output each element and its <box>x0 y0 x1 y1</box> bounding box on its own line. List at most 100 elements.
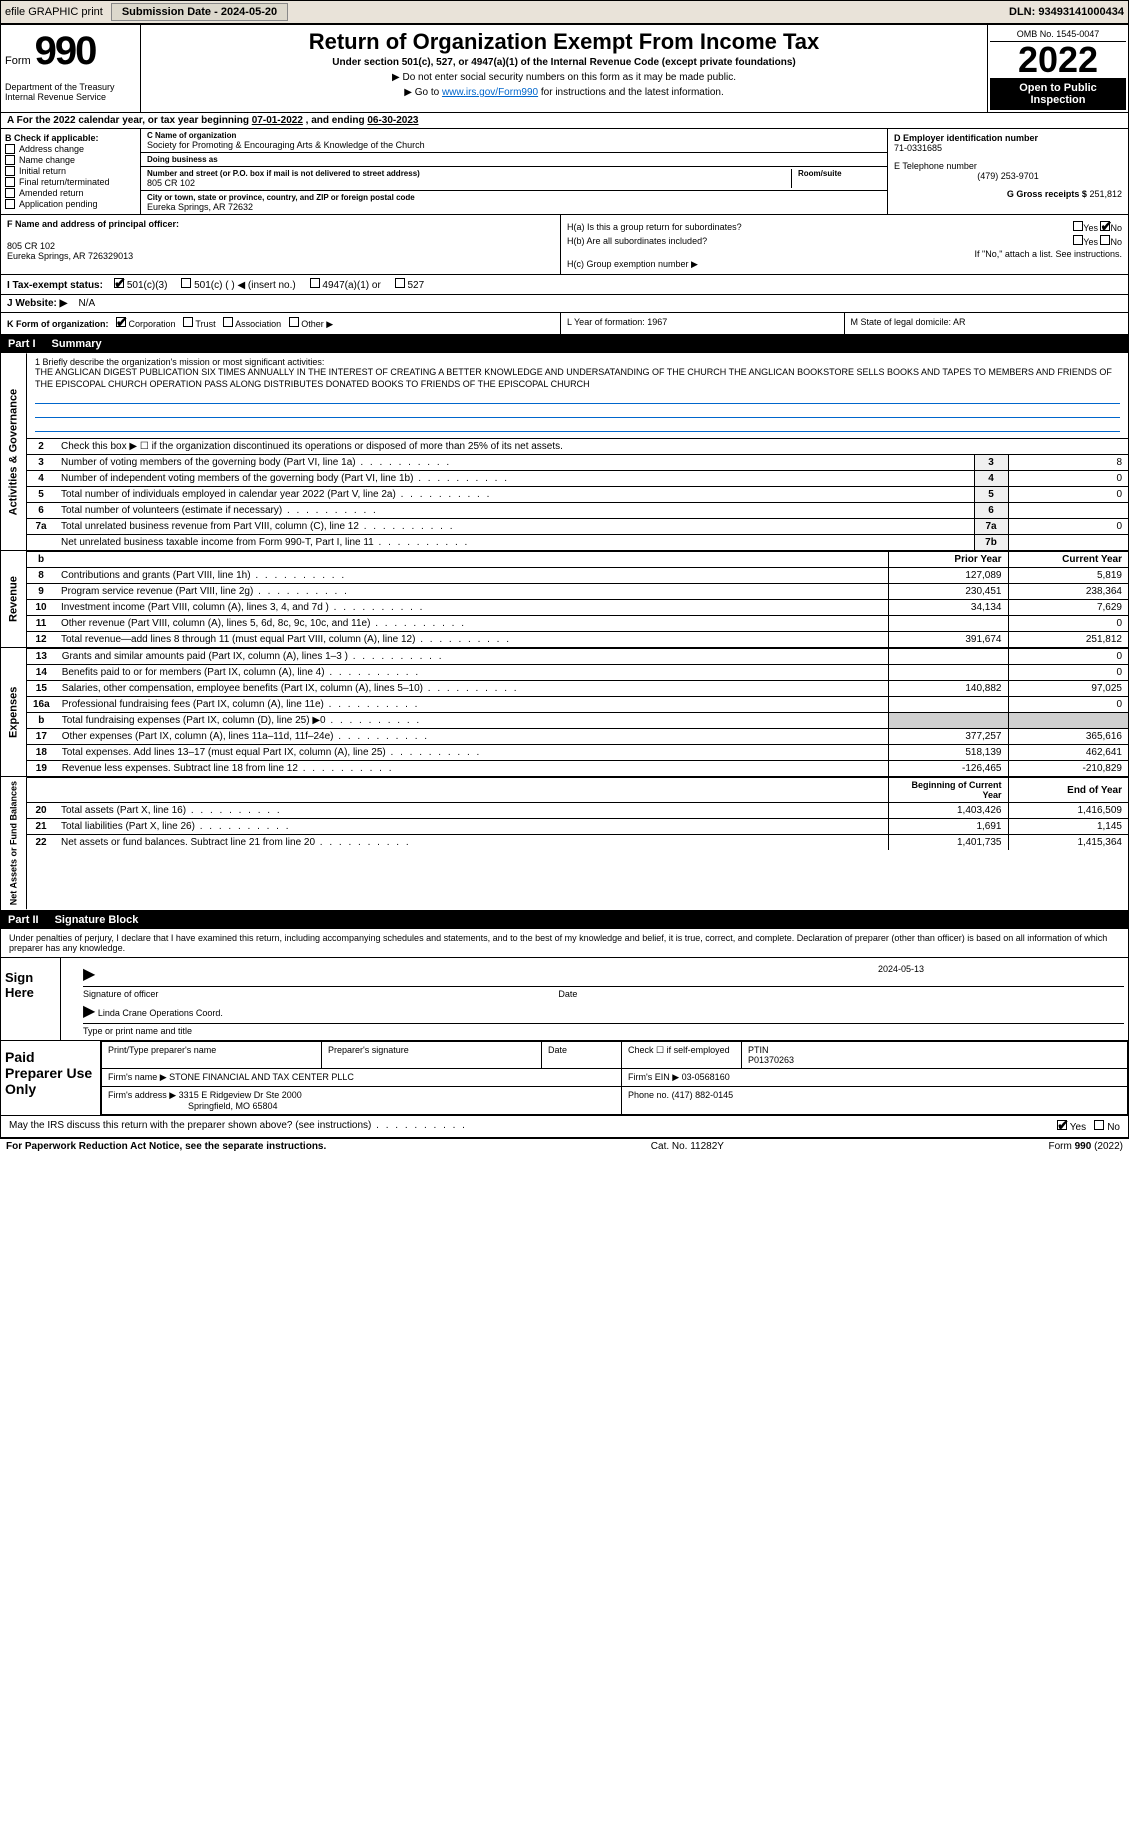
sig-officer-label: Signature of officer <box>83 989 158 999</box>
block-f: F Name and address of principal officer:… <box>1 215 561 274</box>
line-2-text: Check this box ▶ ☐ if the organization d… <box>55 439 1128 455</box>
hb-yes-checkbox[interactable] <box>1073 235 1083 245</box>
ptin-label: PTIN <box>748 1045 1121 1055</box>
table-row: 14Benefits paid to or for members (Part … <box>27 665 1128 681</box>
d-value: 71-0331685 <box>894 143 1122 153</box>
block-f-h: F Name and address of principal officer:… <box>0 215 1129 275</box>
firm-name-label: Firm's name ▶ <box>108 1072 167 1082</box>
k-opt1: Trust <box>195 319 215 329</box>
ha-yes-checkbox[interactable] <box>1073 221 1083 231</box>
discuss-no-checkbox[interactable] <box>1094 1120 1104 1130</box>
k-assoc-checkbox[interactable] <box>223 317 233 327</box>
side-net-assets: Net Assets or Fund Balances <box>1 777 27 909</box>
discuss-yes-checkbox[interactable]: ✔ <box>1057 1120 1067 1130</box>
department-label: Department of the Treasury Internal Reve… <box>5 82 136 102</box>
k-opt0: Corporation <box>129 319 176 329</box>
block-b-checkboxes: B Check if applicable: Address changeNam… <box>1 129 141 214</box>
table-row: 17Other expenses (Part IX, column (A), l… <box>27 729 1128 745</box>
signature-block: Under penalties of perjury, I declare th… <box>0 929 1129 1138</box>
i-4947-checkbox[interactable] <box>310 278 320 288</box>
street-value: 805 CR 102 <box>147 178 791 188</box>
side-activities: Activities & Governance <box>1 353 27 550</box>
open-to-public-badge: Open to Public Inspection <box>990 78 1126 110</box>
period-mid: , and ending <box>306 115 368 126</box>
room-label: Room/suite <box>798 169 881 178</box>
net-col-end: End of Year <box>1008 778 1128 803</box>
firm-addr-label: Firm's address ▶ <box>108 1090 176 1100</box>
k-opt3: Other ▶ <box>301 319 333 329</box>
b-checkbox-5[interactable] <box>5 199 15 209</box>
paid-preparer-grid: Paid Preparer Use Only Print/Type prepar… <box>1 1040 1128 1115</box>
b-checkbox-1[interactable] <box>5 155 15 165</box>
p-name-label: Print/Type preparer's name <box>102 1041 322 1068</box>
ptin-value: P01370263 <box>748 1055 1121 1065</box>
irs-link[interactable]: www.irs.gov/Form990 <box>442 87 538 98</box>
form-word: Form <box>5 55 31 67</box>
phone-label: Phone no. <box>628 1090 669 1100</box>
row-j: J Website: ▶ N/A <box>0 295 1129 313</box>
activities-governance-section: Activities & Governance 1 Briefly descri… <box>0 353 1129 551</box>
part2-header: Part II Signature Block <box>0 911 1129 929</box>
firm-ein-value: 03-0568160 <box>682 1072 730 1082</box>
k-corp-checkbox[interactable]: ✔ <box>116 317 126 327</box>
j-value: N/A <box>78 298 95 309</box>
table-row: 7aTotal unrelated business revenue from … <box>27 519 1128 535</box>
part2-name: Signature Block <box>55 914 139 926</box>
table-row: 11Other revenue (Part VIII, column (A), … <box>27 616 1128 632</box>
side-revenue: Revenue <box>1 551 27 647</box>
g-value: 251,812 <box>1089 189 1122 199</box>
table-row: 10Investment income (Part VIII, column (… <box>27 600 1128 616</box>
table-row: 21Total liabilities (Part X, line 26)1,6… <box>27 819 1128 835</box>
f-addr1: 805 CR 102 <box>7 241 554 251</box>
b-heading: B Check if applicable: <box>5 133 136 143</box>
date-label: Date <box>558 989 577 999</box>
b-checkbox-0[interactable] <box>5 144 15 154</box>
k-opt2: Association <box>235 319 281 329</box>
table-row: 4Number of independent voting members of… <box>27 471 1128 487</box>
b-check-4: Amended return <box>5 188 136 198</box>
i-501c3-checkbox[interactable]: ✔ <box>114 278 124 288</box>
block-d-e-g: D Employer identification number 71-0331… <box>888 129 1128 214</box>
k-trust-checkbox[interactable] <box>183 317 193 327</box>
b-check-label-0: Address change <box>19 144 84 154</box>
form-note-link: ▶ Go to www.irs.gov/Form990 for instruct… <box>149 87 979 98</box>
period-begin: 07-01-2022 <box>252 115 303 126</box>
col-headers: b Prior Year Current Year <box>27 552 1128 568</box>
declaration-text: Under penalties of perjury, I declare th… <box>1 929 1128 957</box>
sign-fields: ▶ 2024-05-13 Signature of officer Date ▶… <box>61 958 1128 1040</box>
i-opt4: 527 <box>407 280 424 291</box>
k-label: K Form of organization: <box>7 319 109 329</box>
i-527-checkbox[interactable] <box>395 278 405 288</box>
table-row: 18Total expenses. Add lines 13–17 (must … <box>27 745 1128 761</box>
discuss-yes: Yes <box>1070 1122 1086 1133</box>
i-501c-checkbox[interactable] <box>181 278 191 288</box>
b-checkbox-4[interactable] <box>5 188 15 198</box>
k-other-checkbox[interactable] <box>289 317 299 327</box>
b-check-1: Name change <box>5 155 136 165</box>
table-row: 13Grants and similar amounts paid (Part … <box>27 649 1128 665</box>
side-expenses: Expenses <box>1 648 27 776</box>
revenue-section: Revenue b Prior Year Current Year 8Contr… <box>0 551 1129 648</box>
brief-text: THE ANGLICAN DIGEST PUBLICATION SIX TIME… <box>35 367 1120 390</box>
b-check-3: Final return/terminated <box>5 177 136 187</box>
block-h: H(a) Is this a group return for subordin… <box>561 215 1128 274</box>
submission-date-button[interactable]: Submission Date - 2024-05-20 <box>111 3 288 21</box>
b-checkbox-2[interactable] <box>5 166 15 176</box>
table-row: 9Program service revenue (Part VIII, lin… <box>27 584 1128 600</box>
top-toolbar: efile GRAPHIC print Submission Date - 20… <box>0 0 1129 24</box>
dba-cell: Doing business as <box>141 153 887 167</box>
b-check-label-2: Initial return <box>19 166 66 176</box>
form-number: Form 990 <box>5 29 136 74</box>
b-checkbox-3[interactable] <box>5 177 15 187</box>
discuss-row: May the IRS discuss this return with the… <box>1 1115 1128 1137</box>
header-right: OMB No. 1545-0047 2022 Open to Public In… <box>988 25 1128 112</box>
ha-no-checkbox[interactable]: ✔ <box>1100 221 1110 231</box>
form-title: Return of Organization Exempt From Incom… <box>149 29 979 55</box>
hb-no: No <box>1110 237 1122 247</box>
hb-no-checkbox[interactable] <box>1100 235 1110 245</box>
form-number-value: 990 <box>35 29 96 74</box>
part1-name: Summary <box>52 338 102 350</box>
brief-description: 1 Briefly describe the organization's mi… <box>27 353 1128 438</box>
preparer-table: Print/Type preparer's name Preparer's si… <box>101 1041 1128 1115</box>
c-name-label: C Name of organization <box>147 131 881 140</box>
